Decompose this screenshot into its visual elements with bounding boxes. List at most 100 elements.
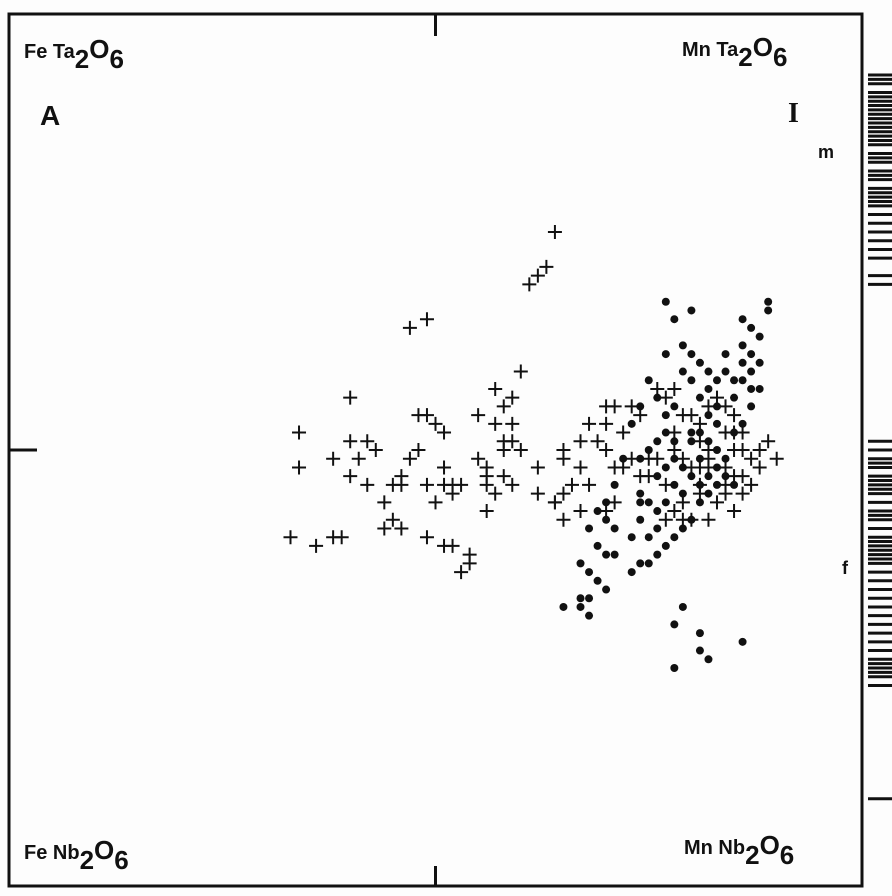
- plus-marker: [292, 425, 307, 440]
- dot-marker: [747, 323, 756, 332]
- dot-marker: [585, 611, 594, 620]
- dot-marker: [653, 437, 662, 446]
- dot-marker: [712, 419, 721, 428]
- dot-marker: [585, 594, 594, 603]
- dot-marker: [695, 480, 704, 489]
- plus-marker: [590, 434, 605, 449]
- dot-marker: [670, 454, 679, 463]
- dot-marker: [678, 524, 687, 533]
- dot-marker: [678, 367, 687, 376]
- dot-marker: [610, 524, 619, 533]
- dot-marker: [644, 559, 653, 568]
- dot-marker: [704, 472, 713, 481]
- dot-marker: [678, 489, 687, 498]
- plus-marker: [326, 451, 341, 466]
- plus-marker: [394, 469, 409, 484]
- dot-marker: [695, 393, 704, 402]
- plus-marker: [667, 504, 682, 519]
- dot-marker: [653, 524, 662, 533]
- plus-marker: [727, 443, 742, 457]
- dot-marker: [602, 498, 611, 507]
- dot-marker: [670, 620, 679, 629]
- plus-marker: [437, 425, 452, 440]
- plus-marker: [479, 460, 494, 475]
- dot-marker: [687, 306, 696, 315]
- plus-marker: [701, 512, 716, 527]
- dot-marker: [627, 568, 636, 577]
- side-strip: [868, 73, 892, 801]
- plus-marker: [539, 259, 554, 274]
- plus-marker: [402, 320, 417, 335]
- dot-marker: [653, 472, 662, 481]
- plus-marker: [419, 477, 434, 492]
- plus-marker: [419, 312, 434, 327]
- plus-marker: [428, 416, 443, 431]
- dot-marker: [661, 297, 670, 306]
- plus-marker: [488, 486, 503, 501]
- dot-marker: [610, 480, 619, 489]
- dot-marker: [712, 463, 721, 472]
- dot-marker: [602, 550, 611, 559]
- plus-marker: [667, 443, 682, 457]
- plus-marker: [496, 443, 511, 457]
- dot-marker: [653, 393, 662, 402]
- dot-marker: [644, 446, 653, 454]
- plus-marker: [445, 477, 460, 492]
- dot-marker: [721, 367, 730, 376]
- dot-marker: [764, 306, 773, 315]
- dot-marker: [730, 480, 739, 489]
- plus-marker: [667, 381, 682, 396]
- plus-marker: [530, 486, 545, 501]
- plus-marker: [343, 390, 358, 405]
- panel-label: A: [40, 100, 61, 131]
- dot-marker: [593, 507, 602, 516]
- dot-marker: [619, 454, 628, 463]
- plus-marker: [437, 460, 452, 475]
- dot-marker: [738, 358, 747, 367]
- dot-marker: [661, 463, 670, 472]
- dot-marker: [678, 341, 687, 350]
- plus-marker: [744, 477, 759, 492]
- corner-label-top-right: Mn Ta2O6: [682, 32, 788, 72]
- axis-ticks: [9, 14, 437, 886]
- dot-marker: [687, 350, 696, 359]
- dot-marker: [730, 376, 739, 385]
- plus-marker: [471, 408, 486, 423]
- dot-marker: [661, 498, 670, 507]
- plus-marker: [496, 399, 511, 414]
- plus-marker: [351, 451, 366, 466]
- plus-marker: [479, 477, 494, 492]
- dot-marker: [610, 550, 619, 559]
- dot-marker: [738, 341, 747, 350]
- label-f: f: [842, 558, 848, 578]
- dot-marker: [636, 515, 645, 524]
- plus-marker: [394, 521, 409, 536]
- dot-marker: [704, 367, 713, 376]
- plus-marker: [419, 408, 434, 423]
- plus-marker: [675, 408, 690, 423]
- dot-marker: [661, 350, 670, 359]
- plus-marker: [616, 460, 631, 475]
- plus-marker: [556, 512, 571, 527]
- plus-marker: [658, 512, 673, 527]
- dot-marker: [644, 376, 653, 385]
- dot-marker: [576, 594, 585, 603]
- dot-marker: [704, 655, 713, 664]
- plus-marker: [419, 530, 434, 545]
- plus-marker: [292, 460, 307, 475]
- plus-marker: [735, 486, 750, 501]
- plus-marker: [505, 477, 520, 492]
- dot-marker: [593, 541, 602, 550]
- plus-marker: [727, 504, 742, 519]
- marker-I-label: I: [788, 98, 799, 129]
- plus-marker: [505, 434, 520, 449]
- dot-marker: [704, 489, 713, 498]
- dot-marker: [687, 472, 696, 481]
- dot-marker: [602, 585, 611, 594]
- plus-marker: [650, 381, 665, 396]
- dot-marker: [730, 428, 739, 437]
- plus-marker: [752, 443, 767, 457]
- plus-marker: [309, 538, 324, 553]
- dot-marker: [670, 437, 679, 446]
